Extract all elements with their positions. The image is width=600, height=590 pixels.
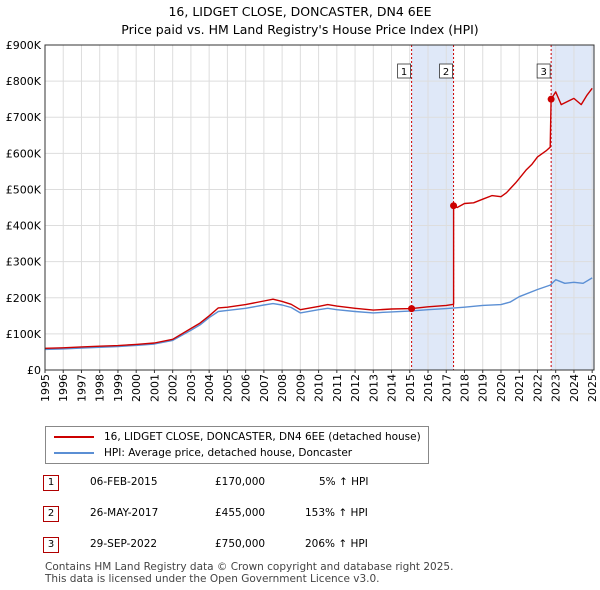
x-tick-label: 2022: [531, 374, 544, 402]
y-tick-label: £0: [27, 364, 41, 377]
sale-date: 06-FEB-2015: [90, 476, 158, 488]
x-tick-label: 2009: [294, 374, 307, 402]
sale-hpi-change: 206% ↑ HPI: [305, 538, 368, 550]
x-tick-label: 2023: [550, 374, 563, 402]
x-tick-label: 1999: [112, 374, 125, 402]
price-chart: 1 2 3 £0 £100K £200K £300K £400K £500K £600K £700…: [6, 39, 599, 402]
y-tick-label: £600K: [6, 147, 42, 160]
y-tick-label: £800K: [6, 75, 42, 88]
sale-hpi-change: 5% ↑ HPI: [319, 476, 369, 488]
sale-point: [450, 202, 458, 210]
legend-item-price: 16, LIDGET CLOSE, DONCASTER, DN4 6EE (de…: [54, 431, 421, 443]
sale-price: £750,000: [215, 538, 266, 550]
x-tick-label: 2006: [240, 374, 253, 402]
sale-point: [408, 305, 416, 313]
x-tick-label: 2001: [148, 374, 161, 402]
x-tick-label: 2020: [495, 374, 508, 402]
x-tick-label: 2003: [185, 374, 198, 402]
x-tick-label: 2007: [258, 374, 271, 402]
sale-marker-label: 1: [401, 67, 407, 78]
price-series-line: [44, 87, 593, 349]
sale-price: £455,000: [215, 507, 266, 519]
x-tick-label: 2016: [422, 374, 435, 402]
y-tick-label: £900K: [6, 39, 42, 52]
x-tick-label: 2019: [477, 374, 490, 402]
x-tick-label: 2021: [513, 374, 526, 402]
x-tick-label: 2004: [203, 374, 216, 402]
sale-badge: 2: [43, 506, 59, 522]
x-tick-label: 2025: [586, 374, 599, 402]
x-tick-label: 1998: [94, 374, 107, 402]
x-tick-label: 2010: [313, 374, 326, 402]
x-tick-label: 2013: [367, 374, 380, 402]
legend-item-hpi: HPI: Average price, detached house, Donc…: [54, 447, 352, 459]
sale-price: £170,000: [215, 476, 266, 488]
sale-point: [547, 95, 555, 103]
legend-price-label: 16, LIDGET CLOSE, DONCASTER, DN4 6EE (de…: [104, 431, 421, 443]
x-tick-label: 2002: [167, 374, 180, 402]
sale-hpi-change: 153% ↑ HPI: [305, 507, 368, 519]
x-tick-label: 2014: [386, 374, 399, 402]
x-tick-label: 1996: [57, 374, 70, 402]
x-tick-label: 2012: [349, 374, 362, 402]
legend-hpi-label: HPI: Average price, detached house, Donc…: [104, 447, 353, 459]
sale-marker-label: 3: [540, 67, 546, 78]
shaded-band: [411, 45, 454, 370]
footer-copyright: Contains HM Land Registry data © Crown c…: [45, 561, 454, 573]
x-tick-label: 2005: [221, 374, 234, 402]
y-tick-label: £500K: [6, 183, 42, 196]
x-tick-label: 2008: [276, 374, 289, 402]
sale-marker-label: 2: [443, 67, 449, 78]
x-tick-label: 1997: [75, 374, 88, 402]
sale-date: 29-SEP-2022: [90, 538, 158, 550]
x-tick-label: 2017: [440, 374, 453, 402]
x-tick-label: 2018: [459, 374, 472, 402]
sale-badge: 1: [43, 475, 59, 491]
x-tick-label: 2015: [404, 374, 417, 402]
footer-license: This data is licensed under the Open Gov…: [45, 573, 380, 585]
chart-title: 16, LIDGET CLOSE, DONCASTER, DN4 6EE: [168, 4, 432, 19]
price-line-swatch: [54, 436, 94, 438]
x-tick-label: 2024: [568, 374, 581, 402]
y-tick-label: £100K: [6, 328, 42, 341]
sale-marker-box: [439, 63, 453, 79]
hpi-line-swatch: [54, 452, 94, 454]
x-tick-label: 2000: [130, 374, 143, 402]
x-tick-label: 2011: [331, 374, 344, 402]
legend: 16, LIDGET CLOSE, DONCASTER, DN4 6EE (de…: [45, 426, 429, 464]
hpi-series-line: [44, 277, 593, 351]
x-tick-label: 1995: [39, 374, 52, 402]
chart-subtitle: Price paid vs. HM Land Registry's House …: [121, 22, 479, 37]
y-tick-label: £200K: [6, 292, 42, 305]
sale-marker-box: [536, 63, 551, 79]
sale-badge: 3: [43, 537, 59, 553]
y-tick-label: £700K: [6, 111, 42, 124]
sale-marker-box: [397, 63, 412, 79]
sale-date: 26-MAY-2017: [90, 507, 159, 519]
plot-frame: [44, 44, 595, 371]
y-tick-label: £400K: [6, 220, 42, 233]
y-tick-label: £300K: [6, 256, 42, 269]
